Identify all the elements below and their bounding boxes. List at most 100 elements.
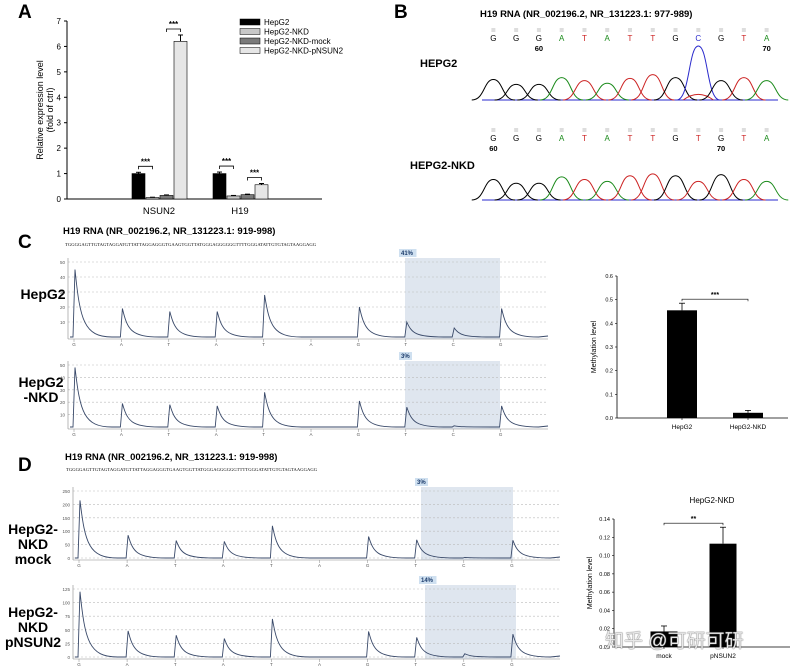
methylation-badge — [415, 478, 428, 486]
base-call: A — [764, 134, 770, 143]
dispensation-base: C — [462, 662, 466, 667]
bar-pnsun2 — [709, 543, 737, 647]
peak-T — [631, 74, 675, 101]
dispensation-base: G — [77, 563, 81, 568]
dispensation-base: T — [270, 662, 273, 667]
chart-c-pyrograms: 41% 10 20 30 40 50 G A T A T A G T C G 3% 10 20 30 40 50 G A T A T… — [60, 249, 549, 437]
dispensation-base: A — [318, 662, 321, 667]
quality-bar — [650, 28, 655, 32]
y-tick-label: 7 — [57, 17, 62, 26]
y-tick-label: 100 — [62, 601, 70, 606]
peak-G — [653, 77, 698, 101]
peak-G — [517, 83, 561, 101]
pyrogram-trace — [70, 367, 549, 428]
legend-label-1: HepG2-NKD — [264, 28, 309, 37]
significance-label: *** — [250, 168, 260, 177]
peak-G — [653, 175, 698, 201]
peak-T — [562, 179, 607, 201]
base-call: G — [718, 134, 724, 143]
base-call: T — [650, 34, 655, 43]
base-call: T — [628, 134, 633, 143]
dispensation-base: G — [510, 563, 514, 568]
dispensation-base: A — [309, 342, 312, 347]
x-tick-label: mock — [656, 653, 672, 660]
bar-hepg2-nkd — [733, 412, 763, 418]
y-tick-label: 40 — [60, 375, 66, 380]
y-tick-label: 0.06 — [599, 590, 610, 596]
y-tick-label: 0.2 — [605, 369, 613, 375]
quality-bar — [491, 28, 496, 32]
dispensation-base: A — [318, 563, 321, 568]
y-tick-label: 50 — [60, 363, 66, 368]
panel-letter-b: B — [394, 2, 408, 23]
base-call: G — [718, 34, 724, 43]
base-call: C — [695, 34, 701, 43]
y-axis-label: Methylation level — [591, 320, 598, 373]
y-tick-label: 0.5 — [605, 298, 613, 304]
dispensation-base: T — [404, 342, 407, 347]
y-tick-label: 25 — [65, 641, 71, 646]
peak-A — [744, 80, 789, 101]
panel-letter-a: A — [18, 2, 32, 23]
bar-hepg2 — [667, 310, 697, 418]
peak-A — [539, 77, 584, 101]
chart-title: HepG2-NKD — [690, 496, 735, 505]
peak-G — [471, 179, 516, 201]
significance-label: *** — [711, 292, 719, 299]
base-call: G — [536, 34, 542, 43]
dispensation-base: G — [366, 662, 370, 667]
dispensation-base: A — [120, 432, 123, 437]
x-tick-label: HepG2 — [672, 424, 693, 431]
significance-bracket — [247, 177, 262, 181]
dispensation-base: T — [270, 563, 273, 568]
bar-h19-hepg2-nkd — [226, 195, 241, 200]
dispensation-base: C — [462, 563, 466, 568]
dispensation-base: T — [174, 563, 177, 568]
dispensation-base: G — [72, 342, 76, 347]
peak-T — [631, 173, 675, 201]
dispensation-base: A — [222, 662, 225, 667]
quality-bar — [696, 28, 701, 32]
quality-bar — [605, 28, 610, 32]
x-tick-label: pNSUN2 — [710, 653, 736, 660]
y-tick-label: 250 — [62, 489, 70, 494]
x-tick-label-nsun2: NSUN2 — [143, 206, 175, 217]
panel-d-sequence: TGGGGAGTTGTAGTAGGATGTTATTAGGAGGGTGAAGTGG… — [66, 467, 318, 472]
base-call: A — [559, 34, 565, 43]
bar-mock — [650, 631, 678, 647]
quality-bar — [582, 128, 587, 132]
secondary-peak — [682, 93, 714, 101]
row-label-b-hepg2-nkd: HEPG2-NKD — [410, 160, 475, 172]
chart-d-methylation-bar: HepG2-NKD 0.00 0.02 0.04 0.06 0.08 0.10 0.12 0.1… — [587, 496, 790, 660]
y-tick-label: 4 — [57, 93, 62, 102]
peak-A — [585, 82, 629, 101]
x-tick-label: HepG2-NKD — [730, 424, 767, 431]
dispensation-base: T — [414, 563, 417, 568]
quality-bar — [559, 128, 564, 132]
y-tick-label: 50 — [65, 543, 71, 548]
dispensation-base: A — [120, 342, 123, 347]
y-tick-label: 75 — [65, 614, 71, 619]
significance-label: *** — [169, 20, 179, 29]
panel-c-sequence: TGGGGAGTTGTAGTAGGATGTTATTAGGAGGGTGAAGTGG… — [65, 242, 317, 247]
base-call: T — [741, 134, 746, 143]
y-tick-label: 6 — [57, 42, 62, 51]
y-axis-label: Methylation level — [587, 556, 594, 609]
base-call: G — [490, 134, 496, 143]
y-tick-label: 40 — [60, 275, 66, 280]
base-call: T — [582, 134, 587, 143]
pyrogram-trace — [75, 591, 561, 658]
y-axis-label-2: (fold of ctrl) — [45, 87, 55, 132]
quality-bar — [536, 28, 541, 32]
y-tick-label: 150 — [62, 516, 70, 521]
quality-bar — [559, 28, 564, 32]
y-tick-label: 100 — [62, 529, 70, 534]
quality-bar — [719, 28, 724, 32]
dispensation-base: T — [262, 342, 265, 347]
y-tick-label: 0.14 — [599, 517, 610, 523]
quality-bar — [514, 28, 519, 32]
cpg-highlight — [405, 361, 500, 429]
position-label: 60 — [489, 144, 497, 153]
quality-bar — [764, 28, 769, 32]
cpg-highlight — [421, 487, 513, 560]
